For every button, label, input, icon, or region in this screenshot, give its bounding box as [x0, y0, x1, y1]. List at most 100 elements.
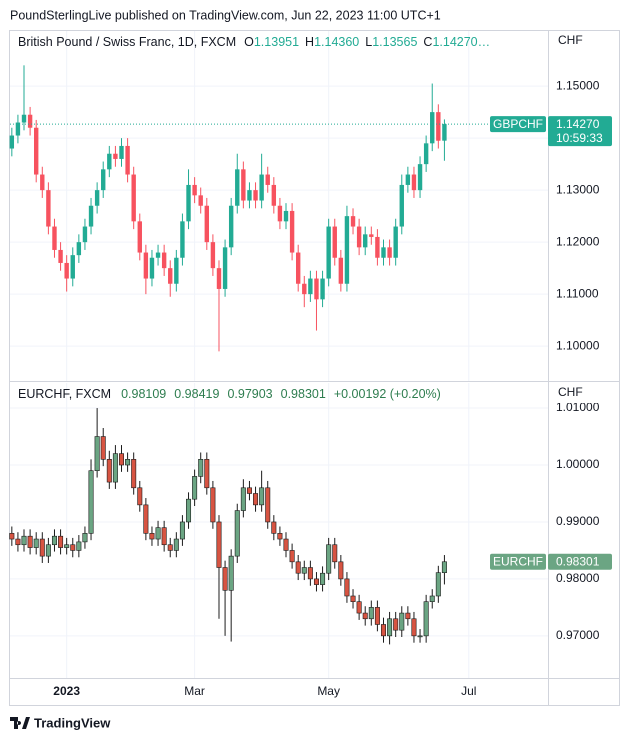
candle-body	[277, 533, 283, 540]
candle-body	[289, 550, 295, 563]
candle-body	[381, 247, 386, 258]
legend-key: L	[365, 35, 372, 49]
symbol-badge	[490, 116, 546, 133]
candle-body	[216, 268, 222, 289]
candle-body	[295, 252, 301, 284]
candle-body	[167, 544, 173, 551]
candle-body	[45, 544, 51, 557]
legend-title: EURCHF, FXCM	[18, 387, 111, 401]
candle-body	[15, 122, 21, 136]
candle-body	[46, 190, 51, 227]
candle-body	[186, 184, 191, 222]
candle-body	[161, 252, 167, 269]
attribution: PoundSterlingLive published on TradingVi…	[10, 8, 441, 22]
candle-body	[253, 190, 258, 201]
candle-body	[52, 226, 57, 250]
candle-body	[9, 135, 15, 149]
candle-body	[435, 572, 441, 597]
candle-body	[9, 533, 15, 540]
candle-body	[344, 216, 350, 284]
candle-body	[393, 226, 398, 258]
candle-body	[289, 210, 295, 253]
legend-key: O	[244, 35, 254, 49]
legend-value: 1.14360	[314, 35, 359, 49]
price-badge-label: 1.14270	[556, 117, 600, 131]
candle-body	[82, 533, 88, 543]
candle-body	[313, 578, 319, 585]
candle-body	[58, 249, 63, 263]
candle-body	[106, 459, 112, 483]
candle-body	[155, 527, 161, 540]
candle-body	[405, 174, 411, 185]
candle-body	[308, 278, 313, 295]
legend-value: 0.98419	[174, 387, 219, 401]
candle-body	[216, 521, 222, 568]
candle-body	[94, 190, 100, 206]
candle-body	[259, 174, 264, 201]
legend-value: 1.13565	[372, 35, 417, 49]
candle-body	[149, 533, 155, 540]
candle-body	[168, 268, 173, 284]
price-badge	[548, 116, 612, 147]
candle-body	[326, 544, 332, 574]
candle-body	[155, 252, 161, 258]
candle-body	[241, 169, 246, 201]
candle-body	[442, 124, 447, 141]
axis-unit: CHF	[558, 385, 583, 399]
candle-body	[436, 112, 441, 141]
candle-body	[301, 567, 307, 574]
symbol-badge-label: EURCHF	[493, 554, 543, 568]
candle-body	[88, 470, 94, 534]
candle-body	[192, 476, 198, 500]
candle-body	[393, 618, 399, 631]
candle-body	[271, 184, 277, 206]
candle-body	[235, 169, 240, 206]
candle-body	[283, 538, 289, 551]
candle-body	[356, 601, 362, 614]
y-tick-label: 1.12000	[556, 234, 600, 248]
chart-frame	[9, 30, 620, 706]
candle-body	[107, 153, 112, 170]
candle-body	[40, 174, 45, 191]
candle-body	[423, 601, 429, 637]
legend-value: 1.13951	[254, 35, 299, 49]
candle-body	[27, 535, 33, 548]
candle-body	[210, 242, 216, 269]
candle-body	[58, 535, 64, 548]
candle-body	[362, 612, 368, 620]
candle-body	[82, 226, 88, 243]
candle-body	[118, 453, 124, 466]
candle-body	[338, 257, 344, 284]
x-tick-label: Mar	[184, 684, 205, 698]
candle-body	[368, 607, 374, 620]
legend-value: 0.98109	[121, 387, 166, 401]
candle-body	[119, 145, 124, 159]
legend-value: 1.14270…	[432, 35, 490, 49]
candle-body	[143, 504, 149, 534]
candle-body	[204, 459, 210, 489]
legend-key: C	[423, 35, 432, 49]
candle-body	[149, 257, 155, 279]
candle-body	[411, 174, 417, 191]
candle-body	[137, 487, 143, 506]
candle-body	[76, 242, 82, 256]
y-tick-label: 0.97000	[556, 628, 600, 642]
candle-body	[411, 618, 417, 637]
y-tick-label: 1.15000	[556, 78, 600, 92]
candle-body	[387, 247, 392, 258]
candle-body	[94, 436, 100, 472]
candle-body	[320, 572, 326, 585]
y-tick-label: 1.00000	[556, 457, 600, 471]
candle-body	[210, 487, 216, 523]
candle-body	[344, 578, 350, 597]
candle-body	[332, 544, 338, 563]
brand-logo	[10, 717, 30, 729]
candle-body	[375, 236, 380, 258]
candle-body	[137, 221, 142, 253]
candle-body	[161, 527, 167, 546]
candle-body	[240, 487, 246, 511]
candle-body	[234, 510, 240, 557]
candle-body	[143, 252, 149, 279]
candle-body	[307, 567, 313, 580]
y-tick-label: 0.99000	[556, 514, 600, 528]
